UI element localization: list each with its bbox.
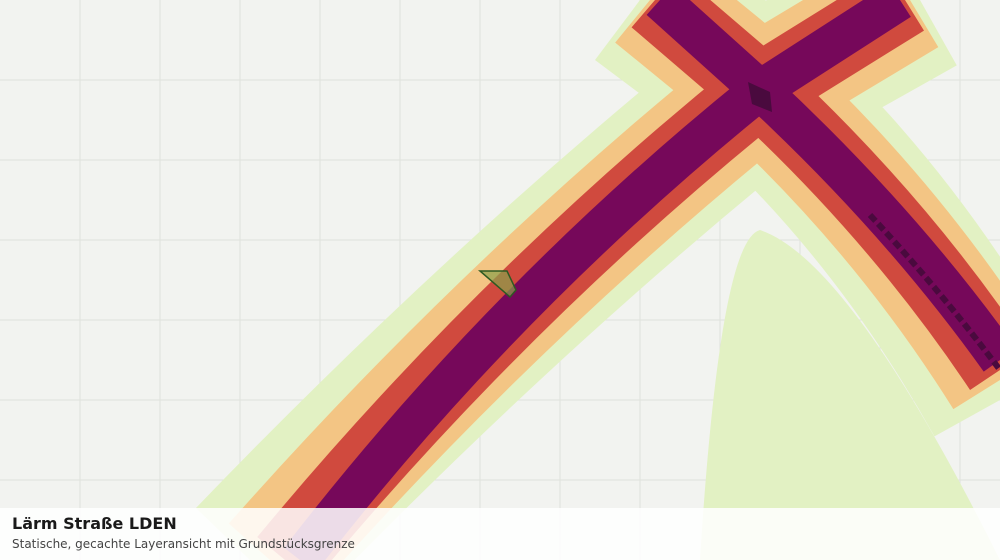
- band-max: [867, 212, 1000, 372]
- band-low-area: [700, 230, 1000, 560]
- layer-subtitle: Statische, gecachte Layeransicht mit Gru…: [12, 537, 355, 551]
- legend-panel: Lärm Straße LDEN Statische, gecachte Lay…: [0, 508, 1000, 560]
- noise-bands: [195, 0, 1000, 560]
- band-very-high: [284, 0, 1000, 560]
- band-max-patch: [748, 82, 772, 112]
- parcel-boundary: [477, 270, 517, 299]
- layer-title: Lärm Straße LDEN: [12, 514, 177, 533]
